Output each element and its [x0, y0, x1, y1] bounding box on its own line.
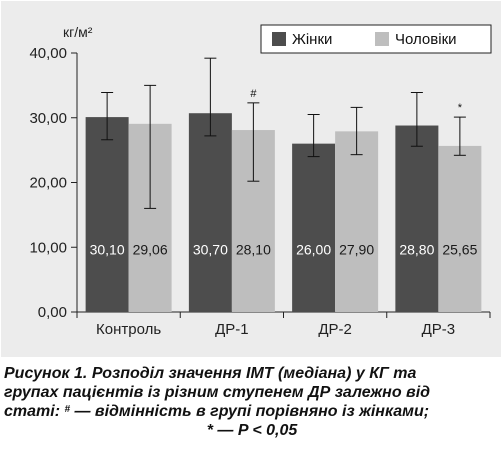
- y-tick-label: 10,00: [29, 239, 67, 256]
- caption-hash-marker: #: [64, 404, 71, 415]
- x-tick-label: ДР-1: [215, 321, 249, 338]
- bar: [438, 145, 482, 312]
- significance-marker: #: [250, 88, 257, 100]
- legend-label: Жінки: [292, 31, 332, 48]
- data-label: 27,90: [339, 241, 374, 257]
- y-unit-label: кг/м²: [63, 24, 93, 40]
- data-label: 30,70: [193, 241, 228, 257]
- data-label: 25,65: [442, 241, 477, 257]
- y-tick-label: 40,00: [29, 45, 67, 62]
- caption-line-3-start: статі:: [4, 403, 65, 420]
- bar: [335, 131, 379, 312]
- caption-line-3: статі: # — відмінність в групі порівняно…: [4, 402, 500, 421]
- data-label: 29,06: [133, 241, 168, 257]
- bar: [188, 113, 232, 312]
- data-label: 28,10: [236, 241, 271, 257]
- data-label: 26,00: [296, 241, 331, 257]
- data-label: 28,80: [399, 241, 434, 257]
- x-tick-label: ДР-3: [422, 321, 456, 338]
- data-label: 30,10: [90, 241, 125, 257]
- legend-swatch: [375, 32, 389, 46]
- y-tick-label: 20,00: [29, 175, 67, 192]
- caption-line-2: групах пацієнтів із різним ступенем ДР з…: [4, 384, 431, 401]
- chart-panel: 0,00 10,00 20,00 30,00 40,00 кг/м² Контроль 30,…: [1, 1, 501, 357]
- bar: [292, 143, 336, 312]
- x-tick-label: ДР-2: [318, 321, 352, 338]
- bar: [395, 125, 439, 313]
- x-tick-label: Контроль: [96, 321, 161, 338]
- y-tick-label: 30,00: [29, 110, 67, 127]
- caption-line-1: Рисунок 1. Розподіл значення ІМТ (медіан…: [4, 365, 417, 382]
- y-tick-label: 0,00: [38, 304, 67, 321]
- caption-line-4: * — P < 0,05: [206, 422, 298, 439]
- significance-marker: *: [458, 102, 463, 114]
- bar: [85, 117, 129, 312]
- figure-caption: Рисунок 1. Розподіл значення ІМТ (медіан…: [4, 364, 500, 440]
- legend-swatch: [272, 32, 286, 46]
- bar-chart: 0,00 10,00 20,00 30,00 40,00 кг/м² Контроль 30,…: [29, 24, 492, 338]
- caption-line-3-end: — відмінність в групі порівняно із жінка…: [70, 403, 430, 420]
- legend-label: Чоловіки: [395, 31, 457, 48]
